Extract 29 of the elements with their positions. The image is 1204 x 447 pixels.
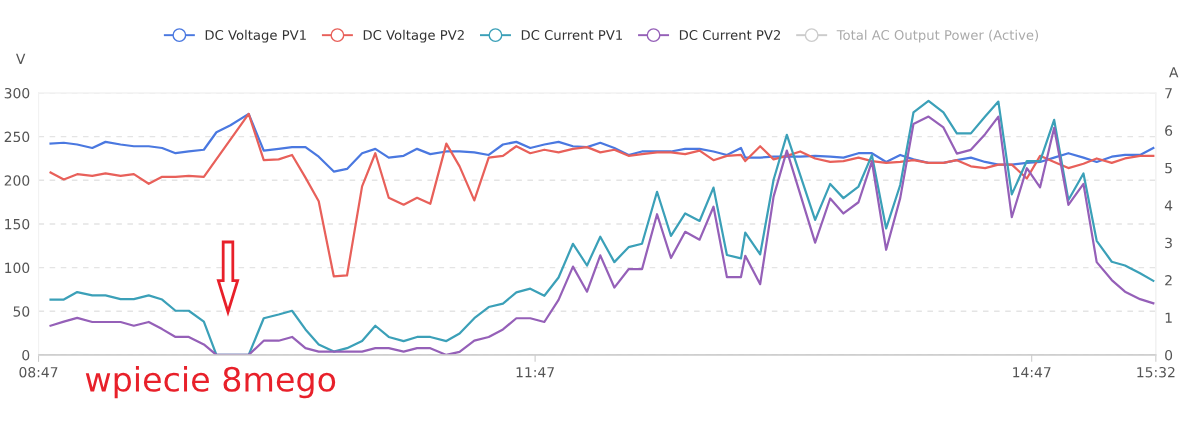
- legend-label: DC Current PV2: [679, 29, 780, 40]
- x-tick-label: 11:47: [516, 367, 554, 378]
- y2-tick-label: 7: [1165, 88, 1172, 99]
- y-axis-title: V: [16, 53, 26, 64]
- legend-label: DC Voltage PV2: [363, 29, 464, 43]
- x-tick-label: 08:47: [19, 366, 58, 378]
- y2-tick-label: 1: [1165, 312, 1172, 323]
- y2-axis-title: A: [1169, 67, 1179, 78]
- y-tick-label: 250: [4, 131, 30, 143]
- y2-tick-label: 6: [1165, 125, 1173, 136]
- y2-tick-label: 0: [1165, 349, 1173, 361]
- line-series: [49, 112, 1155, 278]
- y-tick-label: 200: [4, 175, 30, 186]
- y2-tick-label: 3: [1165, 237, 1172, 249]
- legend-label: DC Current PV1: [521, 29, 622, 40]
- y-tick-label: 50: [13, 306, 30, 317]
- y-tick-label: 0: [22, 349, 30, 361]
- y-tick-label: 100: [5, 262, 30, 274]
- legend-label: DC Voltage PV1: [205, 29, 306, 43]
- y-tick-label: 150: [5, 218, 30, 230]
- y2-tick-label: 5: [1165, 162, 1172, 174]
- legend-label: Total AC Output Power (Active): [836, 29, 1039, 43]
- text: wpiecie 8mego: [85, 366, 336, 399]
- y-tick-label: 300: [4, 87, 30, 99]
- y2-tick-label: 4: [1164, 200, 1173, 211]
- line-series: [49, 112, 1155, 173]
- x-tick-label: 14:47: [1013, 367, 1051, 378]
- x-tick-label: 15:32: [1137, 366, 1175, 378]
- y2-tick-label: 2: [1165, 275, 1172, 286]
